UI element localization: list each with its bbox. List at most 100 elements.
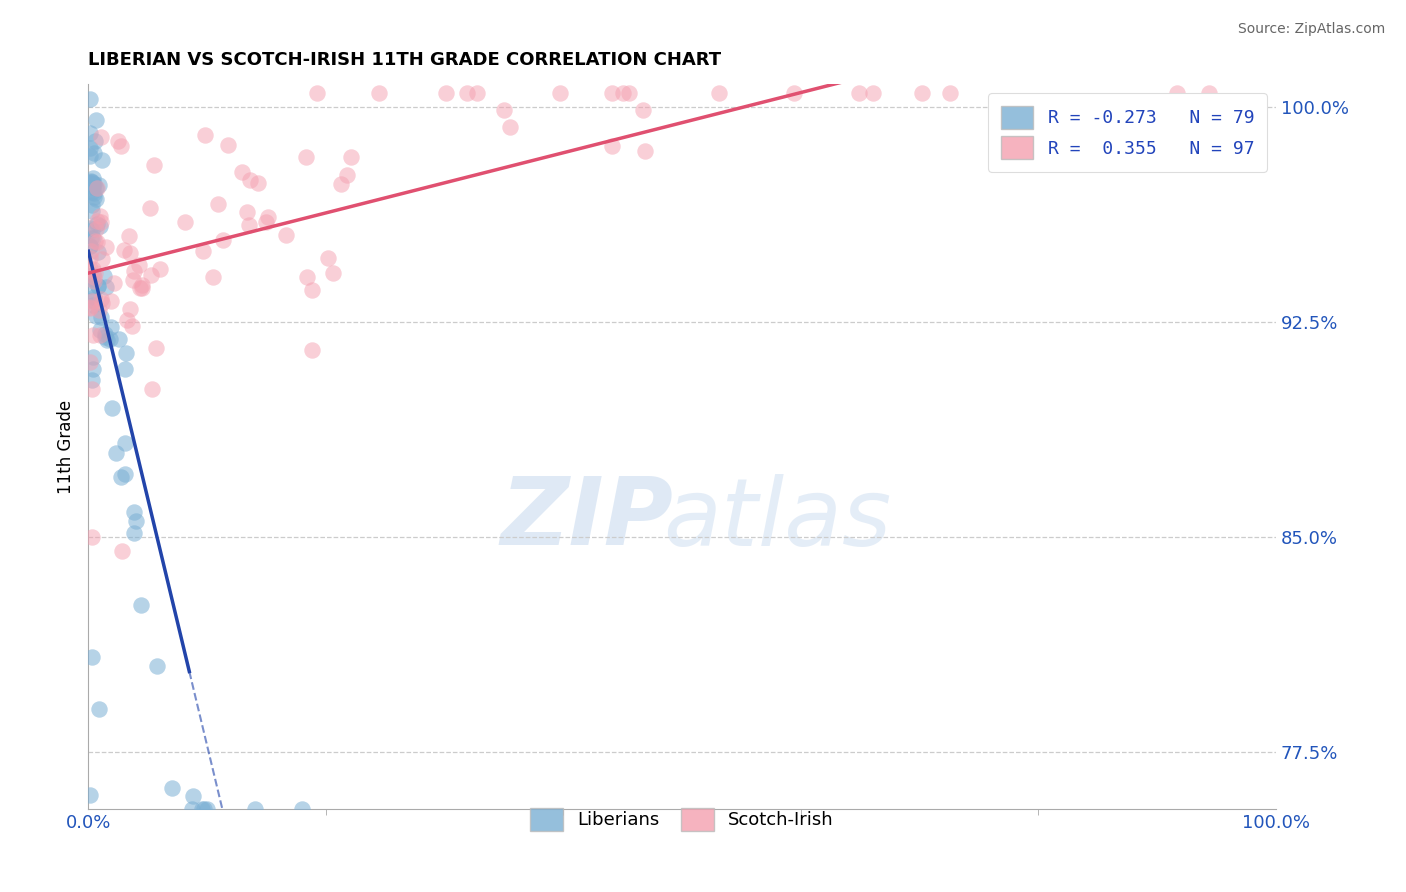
Point xyxy=(121,318,143,333)
Point xyxy=(82,362,104,376)
Point xyxy=(80,530,103,544)
Point xyxy=(101,401,124,416)
Point xyxy=(848,86,870,100)
Point xyxy=(301,343,323,357)
Point xyxy=(218,138,240,153)
Point xyxy=(90,130,112,145)
Point xyxy=(783,86,806,100)
Point xyxy=(129,281,152,295)
Point xyxy=(112,243,135,257)
Point xyxy=(83,234,105,248)
Point xyxy=(107,134,129,148)
Point xyxy=(120,246,142,260)
Point xyxy=(194,128,217,142)
Point xyxy=(120,302,142,317)
Point xyxy=(80,293,103,308)
Point xyxy=(114,362,136,376)
Point xyxy=(80,174,103,188)
Point xyxy=(89,303,111,318)
Point xyxy=(87,279,110,293)
Point xyxy=(83,190,105,204)
Point xyxy=(239,172,262,186)
Point xyxy=(612,86,634,100)
Point xyxy=(191,244,214,259)
Point xyxy=(633,144,655,158)
Point xyxy=(111,544,134,558)
Point xyxy=(98,332,121,346)
Point xyxy=(243,802,266,816)
Point xyxy=(82,223,104,237)
Point xyxy=(86,193,108,207)
Point xyxy=(86,218,108,232)
Point xyxy=(89,702,111,716)
Point xyxy=(86,213,108,227)
Point xyxy=(82,650,104,665)
Point xyxy=(82,262,104,277)
Point xyxy=(90,310,112,325)
Point xyxy=(141,268,163,282)
Point xyxy=(89,219,111,234)
Point xyxy=(79,278,101,293)
Point xyxy=(617,86,640,100)
Point xyxy=(118,229,141,244)
Point xyxy=(139,201,162,215)
Point xyxy=(82,351,104,365)
Point xyxy=(91,153,114,167)
Point xyxy=(1166,86,1188,100)
Point xyxy=(79,270,101,285)
Point xyxy=(195,802,218,816)
Point xyxy=(82,175,104,189)
Point xyxy=(862,86,884,100)
Point xyxy=(79,300,101,314)
Point xyxy=(100,319,122,334)
Point xyxy=(142,157,165,171)
Point xyxy=(79,220,101,235)
Point xyxy=(80,198,103,212)
Point xyxy=(207,197,229,211)
Point xyxy=(79,176,101,190)
Point xyxy=(82,203,104,218)
Point xyxy=(340,150,363,164)
Point xyxy=(181,802,204,816)
Point xyxy=(79,301,101,315)
Point xyxy=(86,244,108,259)
Point xyxy=(160,780,183,795)
Point xyxy=(93,268,115,283)
Point xyxy=(82,328,104,343)
Point xyxy=(494,103,516,117)
Point xyxy=(94,330,117,344)
Point xyxy=(114,345,136,359)
Point xyxy=(330,177,353,191)
Point xyxy=(86,181,108,195)
Point xyxy=(110,470,132,484)
Point xyxy=(149,262,172,277)
Point xyxy=(316,251,339,265)
Point xyxy=(212,233,235,247)
Point xyxy=(124,505,146,519)
Point xyxy=(131,280,153,294)
Point xyxy=(79,239,101,253)
Point xyxy=(79,148,101,162)
Point xyxy=(82,268,104,282)
Point xyxy=(94,280,117,294)
Point xyxy=(83,274,105,288)
Point xyxy=(79,239,101,253)
Point xyxy=(467,86,489,100)
Point xyxy=(79,788,101,802)
Point xyxy=(82,171,104,186)
Point xyxy=(82,231,104,245)
Text: LIBERIAN VS SCOTCH-IRISH 11TH GRADE CORRELATION CHART: LIBERIAN VS SCOTCH-IRISH 11TH GRADE CORR… xyxy=(89,51,721,69)
Point xyxy=(100,294,122,309)
Point xyxy=(246,176,269,190)
Point xyxy=(114,467,136,481)
Point xyxy=(79,355,101,369)
Point xyxy=(276,227,298,242)
Point xyxy=(84,181,107,195)
Point xyxy=(86,235,108,249)
Point xyxy=(90,252,112,266)
Point xyxy=(94,239,117,253)
Point xyxy=(83,178,105,192)
Point xyxy=(307,86,329,100)
Point xyxy=(82,298,104,312)
Point xyxy=(110,139,132,153)
